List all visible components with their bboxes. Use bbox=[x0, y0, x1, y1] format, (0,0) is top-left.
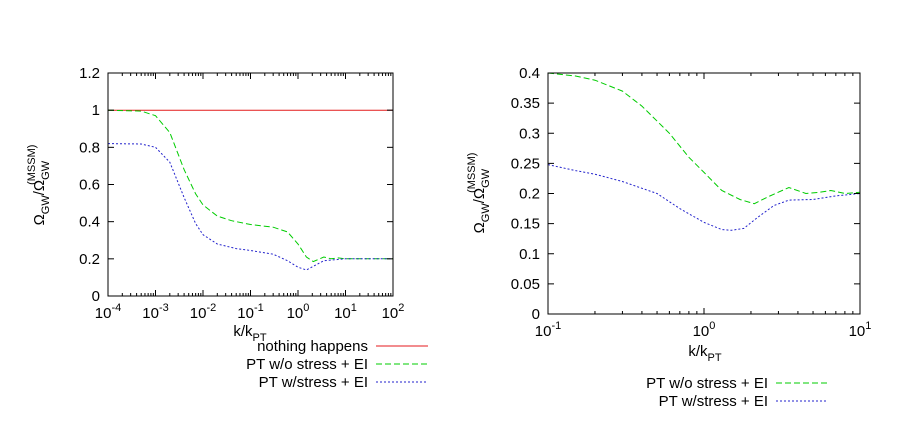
series-line-1 bbox=[547, 164, 861, 231]
x-tick-label: 10-1 bbox=[535, 320, 561, 340]
x-tick-label: 100 bbox=[287, 302, 310, 322]
y-tick-label: 0.35 bbox=[511, 95, 540, 112]
x-tick-label: 10-3 bbox=[142, 302, 168, 322]
legend-label-1: PT w/o stress + EI bbox=[246, 356, 368, 373]
legend-label-2: PT w/stress + EI bbox=[259, 374, 368, 391]
legend-label-0: nothing happens bbox=[257, 338, 368, 355]
series-line-1 bbox=[107, 109, 393, 263]
legend-label-0: PT w/o stress + EI bbox=[646, 375, 768, 392]
y-axis-label: ΩGW/ΩGW(MSSM) bbox=[26, 145, 52, 226]
chart-right: 0 0.05 0.1 0.15 0.2 0.25 0.3 0.35 0.4 10-1 100 101 k… bbox=[466, 65, 871, 410]
y-tick-label: 1.2 bbox=[79, 65, 100, 82]
y-tick-label: 0.1 bbox=[519, 246, 540, 263]
y-tick-label: 0.8 bbox=[79, 139, 100, 156]
y-axis-label: ΩGW/ΩGW(MSSM) bbox=[466, 153, 492, 234]
y-tick-label: 0.3 bbox=[519, 125, 540, 142]
y-tick-label: 0.6 bbox=[79, 177, 100, 194]
plot-frame bbox=[547, 72, 861, 315]
legend-label-1: PT w/stress + EI bbox=[659, 393, 768, 410]
x-tick-label: 102 bbox=[382, 302, 405, 322]
y-tick-label: 0 bbox=[92, 288, 100, 305]
y-tick-label: 0.4 bbox=[519, 65, 540, 82]
series-line-2 bbox=[107, 143, 393, 271]
y-tick-label: 0.4 bbox=[79, 214, 100, 231]
x-axis-label: k/kPT bbox=[688, 343, 722, 364]
x-tick-label: 101 bbox=[849, 320, 872, 340]
x-tick-label: 10-1 bbox=[237, 302, 263, 322]
x-tick-label: 100 bbox=[693, 320, 716, 340]
y-tick-label: 0.15 bbox=[511, 216, 540, 233]
y-tick-label: 1 bbox=[92, 102, 100, 119]
y-tick-label: 0.2 bbox=[79, 251, 100, 268]
y-tick-label: 0.2 bbox=[519, 186, 540, 203]
y-tick-label: 0.05 bbox=[511, 276, 540, 293]
y-tick-label: 0 bbox=[532, 306, 540, 323]
x-axis-label: k/kPT bbox=[233, 323, 267, 344]
x-tick-label: 101 bbox=[334, 302, 357, 322]
plot-frame bbox=[107, 72, 394, 297]
y-tick-label: 0.25 bbox=[511, 155, 540, 172]
series-line-0 bbox=[547, 72, 861, 205]
chart-left: 0 0.2 0.4 0.6 0.8 1 1.2 10-4 10-3 10-2 10-1 100 101 1… bbox=[26, 65, 428, 391]
x-tick-label: 10-4 bbox=[95, 302, 121, 322]
x-tick-label: 10-2 bbox=[190, 302, 216, 322]
